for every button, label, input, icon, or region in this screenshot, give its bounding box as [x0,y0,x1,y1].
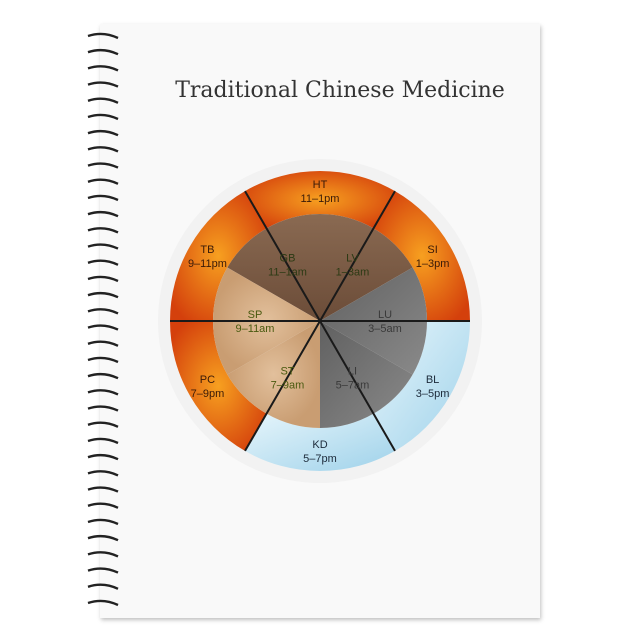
spiral-ring [87,389,119,396]
spiral-ring [87,259,119,266]
spiral-ring [87,291,119,299]
outer-sector-ht [245,170,395,229]
spiral-ring [87,405,119,412]
spiral-ring [87,437,119,445]
outer-sector-si [373,191,471,321]
spiral-ring [87,129,119,137]
spiral-ring [87,97,119,104]
spiral-ring [87,146,119,153]
inner-gb-time-label: 11–1am [268,267,307,279]
outer-sector-pc [170,321,267,451]
spiral-ring [87,32,119,40]
outer-ht-time-label: 11–1pm [301,193,340,205]
spiral-ring [87,340,119,347]
spiral-ring [87,210,119,218]
spiral-ring [87,502,119,509]
inner-gb-organ-label: GB [280,253,296,265]
inner-li-organ-label: LI [348,365,357,377]
outer-sector-tb [170,191,267,321]
spiral-ring [87,48,119,56]
spiral-ring [87,227,119,234]
spiral-ring [87,583,119,590]
spiral-ring [87,356,119,364]
spiral-ring [87,308,119,315]
inner-st-organ-label: ST [280,365,294,377]
divider-line [244,190,396,452]
inner-lv-organ-label: LV [346,253,359,265]
spiral-ring [87,81,119,88]
spiral-ring [87,113,119,121]
inner-lu-time-label: 3–5am [368,323,402,335]
outer-sector-kd [245,413,395,471]
inner-lv-time-label: 1–3am [336,267,370,279]
inner-sector-lv [320,214,413,321]
spiral-ring [87,486,119,493]
spiral-ring [87,551,119,558]
inner-sector-gb [227,214,320,321]
spiral-ring [87,421,119,428]
spiral-binding [87,32,119,607]
outer-bl-organ-label: BL [426,374,439,386]
outer-sector-bl [373,321,470,451]
spiral-ring [87,470,119,477]
outer-pc-organ-label: PC [200,374,215,386]
outer-pc-time-label: 7–9pm [191,388,225,400]
spiral-ring [87,599,119,607]
outer-tb-organ-label: TB [200,244,214,256]
inner-sector-li [320,321,413,428]
notebook-title: Traditional Chinese Medicine [175,78,505,103]
inner-li-time-label: 5–7am [336,379,370,391]
inner-sp-organ-label: SP [248,309,263,321]
spiral-ring [87,194,119,202]
spiral-ring [87,243,119,250]
spiral-ring [87,372,119,380]
spiral-ring [87,518,119,526]
inner-lu-organ-label: LU [378,309,392,321]
spiral-ring [87,275,119,283]
spiral-ring [87,567,119,574]
spiral-ring [87,178,119,185]
inner-sp-time-label: 9–11am [236,323,275,335]
outer-kd-organ-label: KD [312,439,327,451]
outer-si-time-label: 1–3pm [416,258,450,270]
spiral-ring [87,65,119,72]
spiral-ring [87,324,119,331]
outer-tb-time-label: 9–11pm [188,258,227,270]
inner-sector-st [227,321,320,428]
spiral-ring [87,453,119,461]
outer-kd-time-label: 5–7pm [303,453,337,465]
outer-bl-time-label: 3–5pm [416,388,450,400]
outer-si-organ-label: SI [427,244,437,256]
spiral-ring [87,534,119,542]
inner-st-time-label: 7–9am [271,379,305,391]
outer-ht-organ-label: HT [313,179,328,191]
spiral-ring [87,162,119,169]
